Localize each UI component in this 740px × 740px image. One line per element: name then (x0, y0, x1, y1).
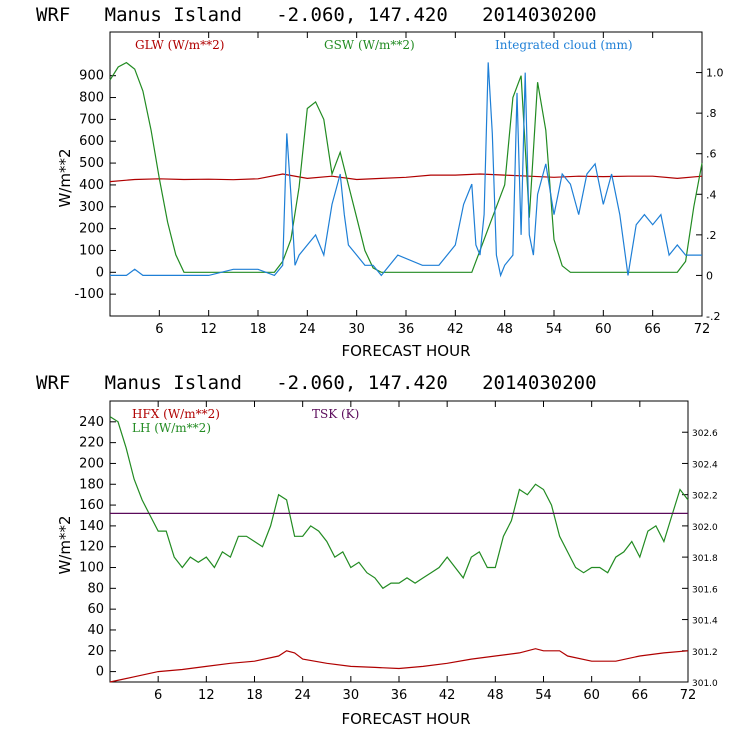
y-tick-label: 160 (79, 498, 104, 513)
chart1-y-ticks: -100 0 100 200 300 400 500 600 700 800 900 (74, 69, 116, 302)
series-line-integrated (110, 62, 702, 278)
chart1-plot-frame (109, 31, 703, 317)
chart1-legend-gsw: GSW (W/m**2) (324, 38, 415, 52)
chart2-plot-frame (109, 400, 689, 683)
chart1-legend-cloud: Integrated cloud (mm) (495, 38, 633, 52)
series-line-hfx (109, 648, 689, 683)
x-tick-label: 18 (250, 322, 267, 337)
y2-tick-label: 301.6 (692, 585, 718, 595)
y2-tick-label: 302.2 (692, 492, 718, 502)
y-tick-label: -100 (74, 287, 104, 302)
chart2-y-ticks: 0 20 40 60 80 100 120 140 160 180 200 220 240 (79, 415, 116, 680)
y2-tick-label: 0 (706, 269, 713, 282)
y2-tick-label: 302.4 (692, 460, 718, 470)
y2-tick-label: 302.0 (692, 523, 718, 533)
x-tick-label: 12 (198, 688, 215, 703)
chart2-ylabel: W/m**2 (56, 515, 74, 574)
y2-tick-label: 1.0 (706, 67, 724, 80)
y-tick-label: 600 (79, 134, 104, 149)
x-tick-label: 6 (154, 688, 162, 703)
chart1-series (109, 61, 703, 278)
y-tick-label: 200 (79, 456, 104, 471)
y-tick-label: 0 (96, 265, 104, 280)
chart2-series (109, 416, 689, 683)
y-tick-label: 500 (79, 156, 104, 171)
chart2-legend-lh: LH (W/m**2) (132, 421, 211, 435)
x-tick-label: 48 (487, 688, 504, 703)
x-tick-label: 12 (200, 322, 217, 337)
y-tick-label: 400 (79, 178, 104, 193)
y-tick-label: 0 (96, 665, 104, 680)
y2-tick-label: .6 (706, 148, 717, 161)
chart2-y2-ticks: 301.0 301.2 301.4 301.6 301.8 302.0 302.2 302.4… (682, 429, 718, 689)
x-tick-label: 66 (632, 688, 649, 703)
y-tick-label: 40 (87, 623, 104, 638)
series-line-gsw (109, 61, 703, 273)
x-tick-label: 72 (680, 688, 697, 703)
y-tick-label: 300 (79, 200, 104, 215)
x-tick-label: 30 (343, 688, 360, 703)
y2-tick-label: 301.4 (692, 617, 718, 627)
chart2-legend-tsk: TSK (K) (312, 407, 359, 421)
x-tick-label: 42 (447, 322, 464, 337)
y-tick-label: 20 (87, 644, 104, 659)
y-tick-label: 220 (79, 436, 104, 451)
x-tick-label: 60 (595, 322, 612, 337)
y-tick-label: 800 (79, 91, 104, 106)
x-tick-label: 24 (294, 688, 311, 703)
y2-tick-label: 301.2 (692, 648, 718, 658)
y2-tick-label: 301.8 (692, 554, 718, 564)
y-tick-label: 100 (79, 243, 104, 258)
chart2-legend-hfx: HFX (W/m**2) (132, 407, 220, 421)
y-tick-label: 180 (79, 477, 104, 492)
chart2-title: WRF Manus Island -2.060, 147.420 2014030… (36, 372, 597, 394)
chart1-title: WRF Manus Island -2.060, 147.420 2014030… (36, 4, 597, 26)
y2-tick-label: 302.6 (692, 429, 718, 439)
x-tick-label: 42 (439, 688, 456, 703)
y-tick-label: 240 (79, 415, 104, 430)
chart2-x-ticks: 6 12 18 24 30 36 42 48 54 60 66 72 (154, 401, 696, 703)
y2-tick-label: .4 (706, 188, 717, 201)
y-tick-label: 80 (87, 581, 104, 596)
x-tick-label: 6 (155, 322, 163, 337)
x-tick-label: 54 (535, 688, 552, 703)
chart1-x-ticks: 6 12 18 24 30 36 42 48 54 60 66 72 (155, 32, 710, 337)
x-tick-label: 66 (644, 322, 661, 337)
y2-tick-label: .8 (706, 107, 717, 120)
chart2-xlabel: FORECAST HOUR (341, 710, 470, 728)
x-tick-label: 54 (546, 322, 563, 337)
x-tick-label: 48 (496, 322, 513, 337)
y-tick-label: 700 (79, 112, 104, 127)
y2-tick-label: -.2 (706, 310, 720, 323)
x-tick-label: 72 (694, 322, 711, 337)
x-tick-label: 60 (583, 688, 600, 703)
y2-tick-label: 301.0 (692, 679, 718, 689)
y-tick-label: 900 (79, 69, 104, 84)
y-tick-label: 120 (79, 540, 104, 555)
x-tick-label: 36 (391, 688, 408, 703)
chart1-y2-ticks: -.2 0 .2 .4 .6 .8 1.0 (696, 67, 724, 323)
chart1-legend-glw: GLW (W/m**2) (135, 38, 224, 52)
chart1-ylabel: W/m**2 (56, 148, 74, 207)
chart1-xlabel: FORECAST HOUR (341, 342, 470, 360)
x-tick-label: 18 (246, 688, 263, 703)
series-line-lh (109, 416, 689, 590)
y-tick-label: 60 (87, 602, 104, 617)
x-tick-label: 36 (398, 322, 415, 337)
y-tick-label: 200 (79, 222, 104, 237)
x-tick-label: 30 (348, 322, 365, 337)
y-tick-label: 140 (79, 519, 104, 534)
y-tick-label: 100 (79, 561, 104, 576)
y2-tick-label: .2 (706, 229, 717, 242)
series-line-glw (109, 173, 703, 183)
x-tick-label: 24 (299, 322, 316, 337)
